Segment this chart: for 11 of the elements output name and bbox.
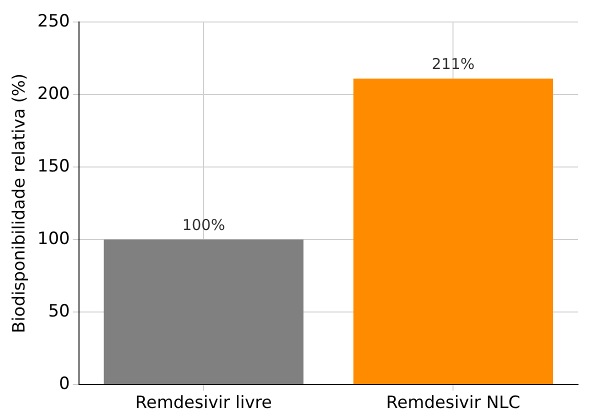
y-tick-label: 100: [37, 228, 70, 249]
x-tick-label: Remdesivir livre: [135, 393, 272, 414]
data-label: 100%: [182, 216, 226, 234]
y-tick-label: 200: [37, 84, 70, 104]
data-label: 211%: [432, 54, 475, 73]
y-tick-label: 150: [37, 156, 70, 176]
y-tick-label: 50: [48, 302, 70, 322]
y-tick-label: 0: [59, 374, 70, 394]
y-tick-label: 250: [37, 11, 70, 32]
y-axis-title: Biodisponibilidade relativa (%): [10, 74, 30, 334]
x-tick-label: Remdesivir NLC: [386, 393, 520, 414]
